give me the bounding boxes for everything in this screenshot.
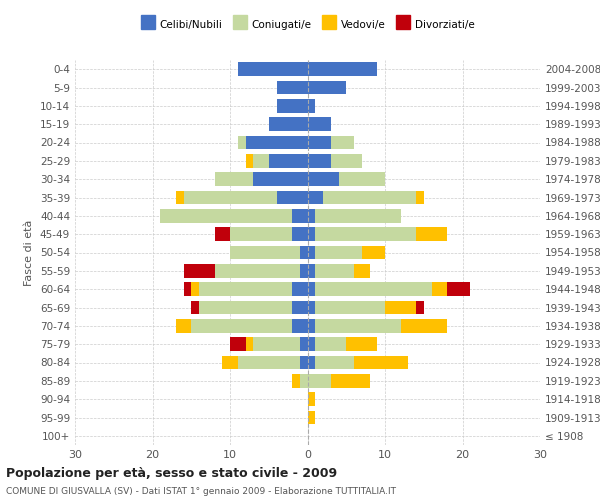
Y-axis label: Anni di nascita: Anni di nascita — [597, 211, 600, 294]
Bar — [300, 374, 308, 388]
Bar — [215, 172, 253, 186]
Bar — [292, 228, 308, 241]
Bar — [292, 319, 308, 332]
Bar — [238, 62, 308, 76]
Bar — [447, 282, 470, 296]
Legend: Celibi/Nubili, Coniugati/e, Vedovi/e, Divorziati/e: Celibi/Nubili, Coniugati/e, Vedovi/e, Di… — [137, 15, 478, 34]
Bar — [315, 246, 362, 260]
Bar — [277, 80, 308, 94]
Bar — [245, 338, 253, 351]
Bar — [277, 190, 308, 204]
Bar — [308, 118, 331, 131]
Bar — [362, 246, 385, 260]
Bar — [331, 374, 370, 388]
Bar — [308, 356, 315, 370]
Bar — [308, 228, 315, 241]
Bar — [300, 338, 308, 351]
Bar — [308, 172, 338, 186]
Bar — [292, 374, 300, 388]
Bar — [199, 282, 292, 296]
Bar — [308, 392, 315, 406]
Bar — [184, 190, 277, 204]
Bar — [215, 228, 230, 241]
Bar — [315, 209, 401, 222]
Bar — [431, 282, 447, 296]
Bar — [253, 172, 308, 186]
Bar — [160, 209, 292, 222]
Bar — [308, 62, 377, 76]
Bar — [308, 99, 315, 112]
Bar — [315, 338, 346, 351]
Bar — [315, 264, 354, 278]
Bar — [354, 264, 370, 278]
Bar — [184, 282, 191, 296]
Bar — [308, 190, 323, 204]
Bar — [184, 264, 215, 278]
Bar — [176, 319, 191, 332]
Bar — [401, 319, 447, 332]
Bar — [308, 282, 315, 296]
Bar — [222, 356, 238, 370]
Bar — [385, 300, 416, 314]
Bar — [315, 300, 385, 314]
Bar — [308, 264, 315, 278]
Bar — [308, 300, 315, 314]
Bar — [253, 154, 269, 168]
Bar — [300, 356, 308, 370]
Bar — [300, 264, 308, 278]
Bar — [308, 136, 331, 149]
Bar — [308, 410, 315, 424]
Text: COMUNE DI GIUSVALLA (SV) - Dati ISTAT 1° gennaio 2009 - Elaborazione TUTTITALIA.: COMUNE DI GIUSVALLA (SV) - Dati ISTAT 1°… — [6, 488, 396, 496]
Bar — [238, 356, 300, 370]
Text: Popolazione per età, sesso e stato civile - 2009: Popolazione per età, sesso e stato civil… — [6, 468, 337, 480]
Bar — [292, 209, 308, 222]
Bar — [315, 319, 401, 332]
Bar — [292, 282, 308, 296]
Bar — [191, 300, 199, 314]
Bar — [323, 190, 416, 204]
Bar — [230, 338, 245, 351]
Bar — [269, 154, 308, 168]
Bar — [215, 264, 300, 278]
Bar — [300, 246, 308, 260]
Bar — [315, 228, 416, 241]
Bar — [245, 136, 308, 149]
Bar — [277, 99, 308, 112]
Bar — [416, 190, 424, 204]
Bar — [191, 319, 292, 332]
Bar — [230, 246, 300, 260]
Bar — [308, 209, 315, 222]
Y-axis label: Fasce di età: Fasce di età — [25, 220, 34, 286]
Bar — [416, 300, 424, 314]
Bar — [269, 118, 308, 131]
Bar — [308, 374, 331, 388]
Bar — [176, 190, 184, 204]
Bar — [346, 338, 377, 351]
Bar — [230, 228, 292, 241]
Bar — [331, 136, 354, 149]
Bar — [315, 356, 354, 370]
Bar — [292, 300, 308, 314]
Bar — [238, 136, 245, 149]
Bar — [199, 300, 292, 314]
Bar — [308, 246, 315, 260]
Bar — [354, 356, 408, 370]
Bar — [338, 172, 385, 186]
Bar — [331, 154, 362, 168]
Bar — [308, 80, 346, 94]
Bar — [416, 228, 447, 241]
Bar — [308, 338, 315, 351]
Bar — [191, 282, 199, 296]
Bar — [308, 154, 331, 168]
Bar — [245, 154, 253, 168]
Bar — [253, 338, 300, 351]
Bar — [315, 282, 431, 296]
Bar — [308, 319, 315, 332]
